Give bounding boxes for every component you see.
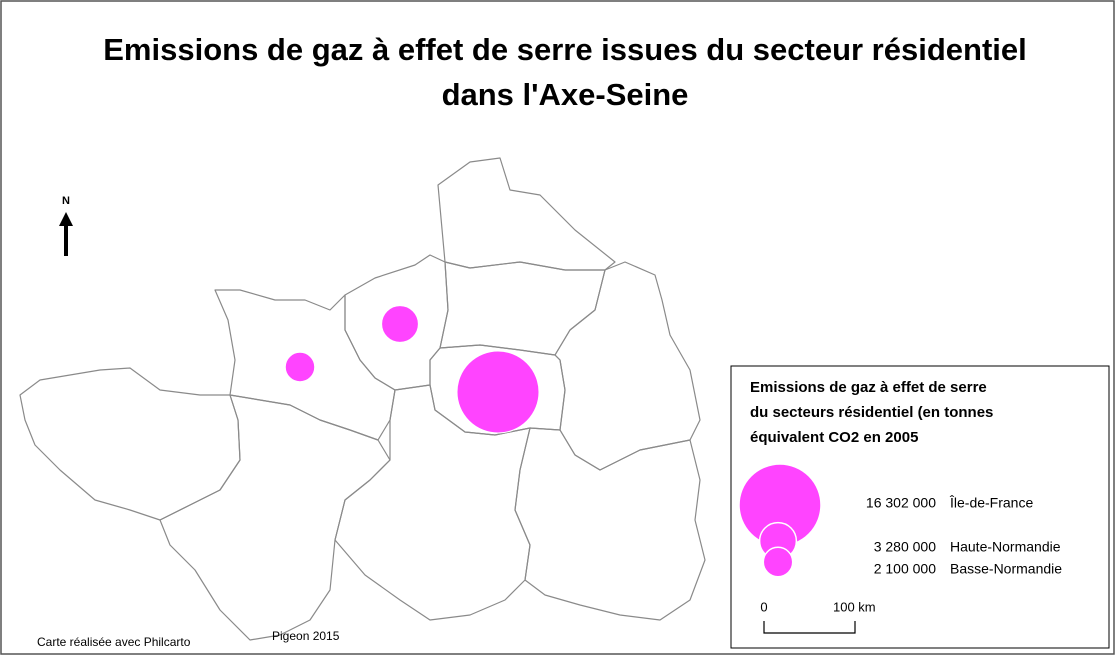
region	[514, 427, 706, 621]
legend-title-line: du secteurs résidentiel (en tonnes	[750, 404, 993, 421]
bubbles	[284, 305, 540, 434]
credit: Carte réalisée avec Philcarto	[37, 635, 191, 649]
scale-label: 100 km	[833, 599, 876, 614]
legend-region: Île-de-France	[949, 495, 1033, 511]
legend-region: Haute-Normandie	[950, 539, 1061, 555]
legend-items: 16 302 000 Île-de-France 3 280 000 Haute-No…	[738, 463, 1062, 578]
legend-title-line: Emissions de gaz à effet de serre	[750, 379, 987, 396]
title-line: Emissions de gaz à effet de serre issues…	[103, 32, 1027, 67]
scale-label: 0	[760, 599, 767, 614]
north-arrow	[59, 212, 73, 256]
legend-value: 2 100 000	[874, 561, 936, 577]
bubble	[456, 350, 540, 434]
bubble	[381, 305, 419, 343]
scale-bar	[763, 621, 856, 634]
title-line: dans l'Axe-Seine	[442, 77, 689, 112]
north-label: N	[62, 195, 70, 207]
legend-title-line: équivalent CO2 en 2005	[750, 429, 918, 446]
legend-region: Basse-Normandie	[950, 561, 1062, 577]
legend-value: 16 302 000	[866, 495, 936, 511]
credit: Pigeon 2015	[272, 629, 340, 643]
bubble	[284, 351, 316, 383]
legend-bubble	[762, 546, 794, 578]
regions	[19, 157, 706, 641]
region	[159, 394, 391, 641]
legend-value: 3 280 000	[874, 539, 936, 555]
